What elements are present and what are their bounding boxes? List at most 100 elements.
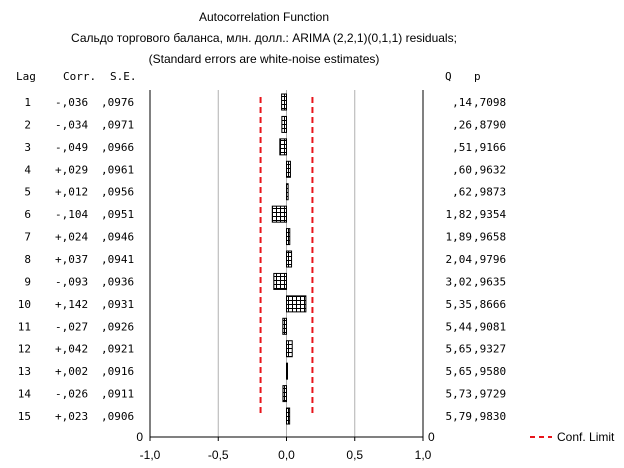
row-p: ,9327 bbox=[473, 343, 506, 356]
row-p: ,9658 bbox=[473, 231, 506, 244]
acf-bar bbox=[273, 272, 288, 290]
row-se: ,0926 bbox=[101, 320, 134, 333]
row-q: ,26 bbox=[452, 118, 472, 131]
row-se: ,0971 bbox=[101, 118, 134, 131]
row-q: 5,79 bbox=[446, 410, 473, 423]
row-corr: -,027 bbox=[55, 320, 88, 333]
row-se: ,0906 bbox=[101, 410, 134, 423]
row-labels: 1 -,036 ,0976 ,14,7098 2 -,034 ,0971 ,26,8790 3 -… bbox=[18, 96, 507, 423]
row-lag: 5 bbox=[24, 186, 31, 199]
row-corr: +,024 bbox=[55, 231, 88, 244]
row-lag: 14 bbox=[18, 388, 32, 401]
row-q: 1,82 bbox=[446, 208, 473, 221]
row-corr: -,036 bbox=[55, 96, 88, 109]
row-p: ,9580 bbox=[473, 365, 506, 378]
row-p: ,9354 bbox=[473, 208, 506, 221]
row-q: 5,73 bbox=[446, 388, 473, 401]
column-header-p: p bbox=[474, 70, 481, 83]
acf-bar bbox=[271, 205, 287, 223]
acf-bar bbox=[282, 385, 287, 403]
row-se: ,0941 bbox=[101, 253, 134, 266]
row-corr: +,002 bbox=[55, 365, 88, 378]
row-lag: 2 bbox=[24, 118, 31, 131]
x-tick-label: 1,0 bbox=[415, 448, 432, 462]
row-q: 1,89 bbox=[446, 231, 473, 244]
row-q: 5,44 bbox=[446, 320, 473, 333]
row-se: ,0921 bbox=[101, 343, 134, 356]
chart-title: Autocorrelation Function bbox=[199, 10, 329, 24]
row-se: ,0946 bbox=[101, 231, 134, 244]
row-corr: -,093 bbox=[55, 275, 88, 288]
column-header-corr: Corr. bbox=[63, 70, 96, 83]
row-p: ,7098 bbox=[473, 96, 506, 109]
row-lag: 9 bbox=[24, 275, 31, 288]
row-lag: 10 bbox=[18, 298, 31, 311]
acf-bar bbox=[286, 228, 291, 246]
row-lag: 8 bbox=[24, 253, 31, 266]
column-header-se: S.E. bbox=[110, 70, 137, 83]
acf-bar bbox=[279, 138, 287, 156]
row-p: ,9635 bbox=[473, 275, 506, 288]
y-axis-bottom-label-right: 0 bbox=[428, 430, 435, 444]
chart-subtitle-line-2: (Standard errors are white-noise estimat… bbox=[149, 52, 380, 66]
column-header-lag: Lag bbox=[16, 70, 36, 83]
row-p: ,8790 bbox=[473, 118, 506, 131]
row-corr: -,104 bbox=[55, 208, 88, 221]
row-p: ,9796 bbox=[473, 253, 506, 266]
confidence-limit-lines bbox=[259, 97, 314, 416]
row-lag: 1 bbox=[24, 96, 31, 109]
acf-bar bbox=[282, 317, 288, 335]
row-corr: -,026 bbox=[55, 388, 88, 401]
x-tick-label: -1,0 bbox=[140, 448, 161, 462]
x-tick-label: 0,5 bbox=[346, 448, 363, 462]
acf-bar bbox=[286, 362, 288, 380]
row-corr: +,023 bbox=[55, 410, 88, 423]
acf-bar bbox=[281, 115, 288, 133]
row-q: ,60 bbox=[452, 163, 472, 176]
y-axis-bottom-label-left: 0 bbox=[136, 430, 143, 444]
row-se: ,0911 bbox=[101, 388, 134, 401]
row-se: ,0976 bbox=[101, 96, 134, 109]
row-lag: 4 bbox=[24, 163, 31, 176]
row-lag: 6 bbox=[24, 208, 31, 221]
row-p: ,9166 bbox=[473, 141, 506, 154]
row-p: ,9081 bbox=[473, 320, 506, 333]
row-corr: -,049 bbox=[55, 141, 88, 154]
row-q: 5,65 bbox=[446, 365, 473, 378]
acf-bar bbox=[286, 250, 293, 268]
row-q: 3,02 bbox=[446, 275, 473, 288]
row-p: ,9729 bbox=[473, 388, 506, 401]
row-q: ,51 bbox=[452, 141, 472, 154]
row-q: 5,35 bbox=[446, 298, 473, 311]
row-se: ,0966 bbox=[101, 141, 134, 154]
row-q: 5,65 bbox=[446, 343, 473, 356]
row-se: ,0936 bbox=[101, 275, 134, 288]
row-corr: +,042 bbox=[55, 343, 88, 356]
x-tick-label: 0,0 bbox=[278, 448, 295, 462]
row-lag: 15 bbox=[18, 410, 31, 423]
row-lag: 13 bbox=[18, 365, 31, 378]
row-q: ,62 bbox=[452, 186, 472, 199]
acf-bar bbox=[286, 407, 291, 425]
row-corr: +,029 bbox=[55, 163, 88, 176]
column-header-q: Q bbox=[445, 70, 452, 83]
row-corr: +,142 bbox=[55, 298, 88, 311]
row-p: ,8666 bbox=[473, 298, 506, 311]
row-q: ,14 bbox=[452, 96, 472, 109]
x-tick-label: -0,5 bbox=[208, 448, 229, 462]
row-se: ,0916 bbox=[101, 365, 134, 378]
row-lag: 11 bbox=[18, 320, 31, 333]
row-q: 2,04 bbox=[446, 253, 473, 266]
row-lag: 7 bbox=[24, 231, 31, 244]
row-corr: -,034 bbox=[55, 118, 88, 131]
row-se: ,0961 bbox=[101, 163, 134, 176]
row-p: ,9873 bbox=[473, 186, 506, 199]
row-corr: +,037 bbox=[55, 253, 88, 266]
x-axis-ticks: -1,0 -0,5 0,0 0,5 1,0 bbox=[140, 437, 432, 462]
row-lag: 12 bbox=[18, 343, 31, 356]
row-p: ,9830 bbox=[473, 410, 506, 423]
row-se: ,0931 bbox=[101, 298, 134, 311]
row-se: ,0956 bbox=[101, 186, 134, 199]
acf-bar bbox=[286, 160, 291, 178]
